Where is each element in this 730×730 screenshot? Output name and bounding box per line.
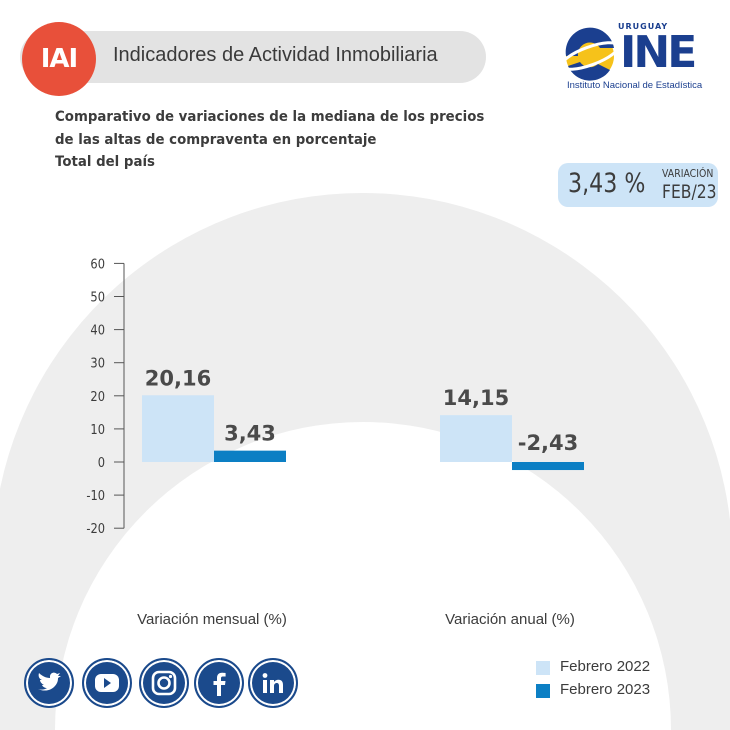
- category-label: Variación anual (%): [445, 611, 575, 628]
- y-tick-label: -10: [86, 488, 105, 503]
- instagram-button[interactable]: [139, 658, 189, 708]
- data-label: -2,43: [518, 431, 579, 455]
- y-tick-label: 10: [90, 422, 105, 437]
- logo-acronym: INE: [620, 27, 697, 78]
- y-tick-label: 40: [90, 323, 105, 338]
- ine-logo-icon: [560, 27, 620, 81]
- y-tick-label: 20: [90, 389, 105, 404]
- chart-title: Comparativo de variaciones de la mediana…: [55, 106, 484, 174]
- y-tick-label: 50: [90, 290, 105, 305]
- chart-title-line1: Comparativo de variaciones de la mediana…: [55, 109, 485, 125]
- data-label: 3,43: [224, 422, 276, 446]
- header-title: Indicadores de Actividad Inmobiliaria: [113, 44, 438, 66]
- legend-swatch-2022: [536, 661, 550, 675]
- kpi-value: 3,43 %: [568, 168, 646, 199]
- bar-2022-0: [142, 395, 214, 462]
- bar-2023-1: [512, 462, 584, 471]
- y-tick-label: 0: [98, 455, 105, 470]
- youtube-icon: [95, 674, 119, 692]
- facebook-icon: [213, 672, 226, 696]
- y-tick-label: 60: [90, 257, 105, 272]
- instagram-icon: [151, 670, 177, 696]
- logo-institution: Instituto Nacional de Estadística: [567, 80, 703, 91]
- category-label: Variación mensual (%): [137, 611, 287, 628]
- legend-swatch-2023: [536, 684, 550, 698]
- chart-title-line3: Total del país: [55, 154, 155, 170]
- twitter-icon: [38, 672, 61, 691]
- linkedin-icon: [262, 673, 283, 693]
- logo-country: URUGUAY: [618, 22, 669, 31]
- data-label: 14,15: [443, 386, 509, 410]
- chart-title-line2: de las altas de compraventa en porcentaj…: [55, 131, 377, 148]
- bar-2022-1: [440, 415, 512, 462]
- y-tick-label: -20: [86, 522, 105, 537]
- legend-label-2022: Febrero 2022: [560, 658, 651, 675]
- twitter-button[interactable]: [24, 658, 74, 708]
- linkedin-button[interactable]: [248, 658, 298, 708]
- y-tick-label: 30: [90, 356, 105, 371]
- data-label: 20,16: [145, 366, 211, 390]
- iai-badge: IAI: [22, 22, 96, 96]
- kpi-label-bottom: FEB/23: [662, 181, 717, 203]
- iai-badge-label: IAI: [40, 44, 78, 74]
- kpi-label-top: VARIACIÓN: [662, 167, 714, 180]
- header-bar: [20, 31, 486, 83]
- youtube-button[interactable]: [82, 658, 132, 708]
- legend-label-2023: Febrero 2023: [560, 681, 651, 698]
- bar-2023-0: [214, 450, 286, 462]
- kpi-box: [558, 163, 718, 207]
- facebook-button[interactable]: [194, 658, 244, 708]
